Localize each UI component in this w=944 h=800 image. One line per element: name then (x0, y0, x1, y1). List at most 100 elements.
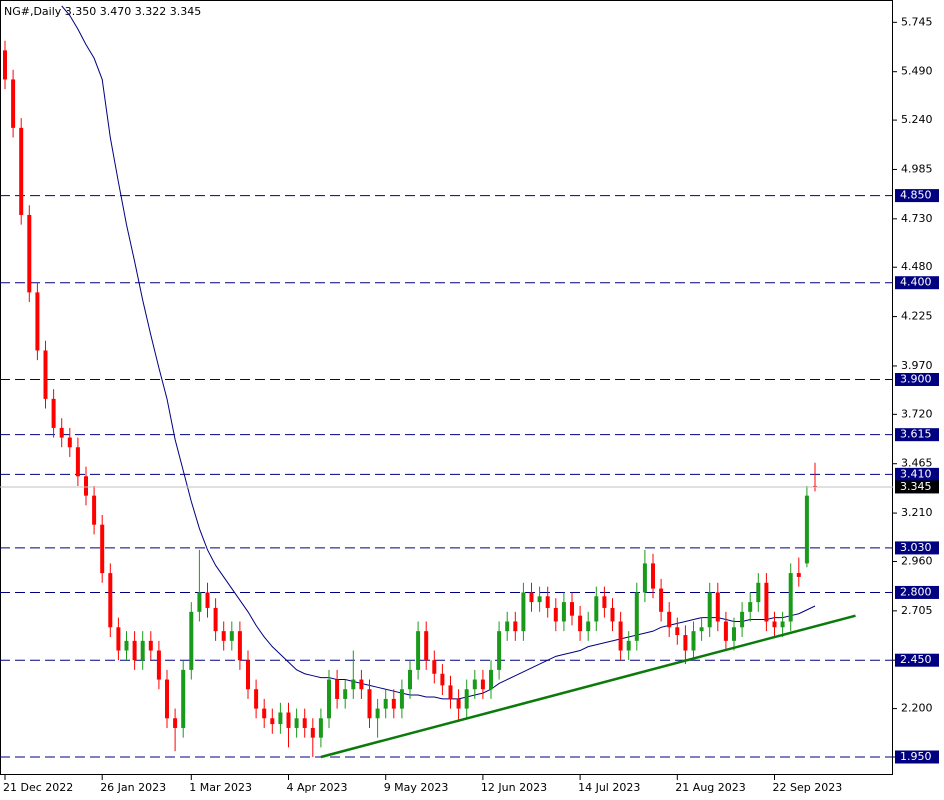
candle-body (213, 607, 218, 632)
y-tick-label: 4.480 (901, 260, 933, 273)
candle-body (448, 685, 453, 699)
y-tick-label: 4.730 (901, 212, 933, 225)
candle-body (132, 640, 137, 661)
level-label: 2.800 (900, 585, 932, 598)
candle-body (408, 669, 412, 690)
candle-body (497, 631, 502, 670)
candle-body (35, 292, 40, 351)
candle-body (456, 698, 461, 709)
candle-body (343, 689, 348, 699)
candle-body (262, 708, 267, 719)
candle-body (780, 621, 785, 628)
y-tick-label: 2.705 (901, 604, 933, 617)
candle-body (359, 679, 364, 690)
level-label: 3.615 (900, 428, 932, 441)
candle-body (561, 602, 566, 622)
candle-body (796, 573, 801, 577)
candle-body (748, 602, 753, 612)
level-label: 3.030 (900, 541, 932, 554)
candle-body (221, 631, 226, 641)
y-tick-label: 4.225 (901, 310, 933, 323)
candle-body (602, 596, 607, 608)
candle-body (3, 50, 7, 80)
candle-body (84, 476, 88, 496)
candle-body (505, 621, 510, 632)
candle-body (553, 607, 558, 622)
candle-body (181, 669, 186, 728)
candle-body (116, 627, 121, 651)
candle-body (165, 679, 169, 719)
level-label: 3.900 (900, 372, 932, 385)
candle-body (286, 712, 291, 728)
candle-body (529, 592, 534, 603)
candle-body (489, 669, 493, 690)
y-tick-label: 2.960 (901, 554, 933, 567)
candle-body (570, 602, 574, 616)
level-label-box (895, 653, 939, 667)
level-label: 1.950 (900, 750, 932, 763)
last-price-label: 3.345 (900, 480, 932, 493)
y-tick-label: 4.985 (901, 162, 933, 175)
candle-body (237, 631, 242, 661)
candle-body (723, 621, 728, 641)
y-tick-label: 3.465 (901, 457, 933, 470)
candle-body (383, 698, 388, 709)
candle-body (27, 214, 32, 293)
candle-body (124, 640, 129, 651)
candle-body (634, 592, 639, 641)
x-tick-label: 12 Jun 2023 (481, 781, 547, 794)
y-tick-label: 5.745 (901, 15, 933, 28)
x-tick-label: 21 Dec 2022 (3, 781, 73, 794)
level-label-box (895, 585, 939, 599)
level-label-box (895, 750, 939, 764)
candle-body (375, 708, 380, 719)
level-label-box (895, 541, 939, 555)
candle-body (480, 679, 485, 690)
candle-body (148, 640, 153, 651)
level-label-box (895, 428, 939, 442)
candle-body (391, 698, 396, 709)
candle-body (715, 592, 720, 622)
x-tick-label: 4 Apr 2023 (287, 781, 348, 794)
chart-title: NG#,Daily 3.350 3.470 3.322 3.345 (4, 5, 201, 18)
candle-body (278, 712, 283, 725)
y-tick-label: 3.210 (901, 506, 933, 519)
level-label: 4.400 (900, 276, 932, 289)
x-tick-label: 9 May 2023 (384, 781, 449, 794)
level-label-box (895, 372, 939, 386)
x-tick-label: 1 Mar 2023 (189, 781, 252, 794)
candle-body (788, 573, 793, 622)
candle-body (699, 627, 704, 632)
y-tick-label: 3.970 (901, 359, 933, 372)
candle-body (367, 689, 372, 719)
candle-body (432, 660, 437, 674)
candle-body (472, 679, 477, 690)
candle-body (294, 718, 299, 728)
candle-body (205, 592, 210, 608)
last-price-box (895, 480, 939, 494)
candle-body (246, 660, 250, 690)
candle-body (229, 631, 234, 641)
x-tick-label: 14 Jul 2023 (578, 781, 640, 794)
x-tick-label: 22 Sep 2023 (773, 781, 843, 794)
candle-body (302, 718, 307, 728)
candle-body (318, 718, 323, 738)
candle-body (618, 621, 623, 651)
candle-body (464, 689, 469, 709)
candle-body (659, 588, 664, 612)
candle-body (173, 718, 178, 728)
x-tick-label: 26 Jan 2023 (100, 781, 166, 794)
candle-body (586, 621, 591, 632)
candle-body (764, 582, 769, 622)
candle-body (43, 350, 48, 399)
level-label-box (895, 189, 939, 203)
candle-body (59, 427, 64, 438)
level-label-box (895, 467, 939, 481)
y-tick-label: 5.490 (901, 65, 933, 78)
candle-body (707, 592, 712, 628)
candle-body (254, 689, 259, 709)
candle-body (578, 615, 583, 632)
trendline (320, 614, 856, 759)
candle-body (67, 437, 72, 448)
